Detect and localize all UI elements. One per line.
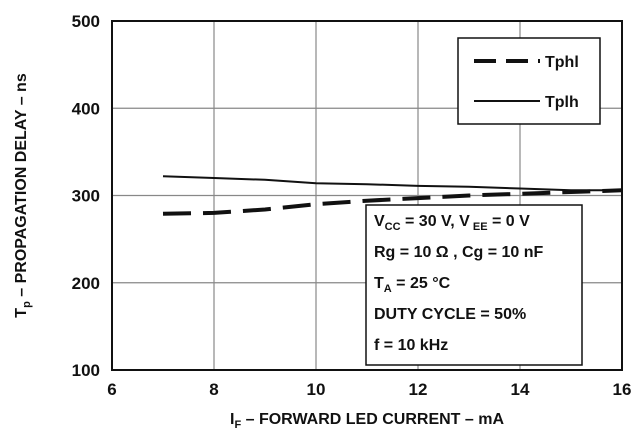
x-tick-label: 10 <box>307 380 326 399</box>
series-line-tphl <box>162 188 623 216</box>
condition-line: f = 10 kHz <box>374 337 448 354</box>
conditions-box-frame <box>365 204 583 366</box>
y-tick-label: 500 <box>72 12 100 31</box>
legend-label-tphl: Tphl <box>545 54 579 71</box>
x-tick-label: 12 <box>409 380 428 399</box>
y-tick-label: 200 <box>72 274 100 293</box>
legend-box <box>457 37 601 125</box>
y-tick-label: 400 <box>72 99 100 118</box>
condition-line: DUTY CYCLE = 50% <box>374 306 526 323</box>
y-axis-label: Tp – PROPAGATION DELAY – ns <box>13 73 33 318</box>
condition-line: TA = 25 °C <box>374 275 451 295</box>
x-tick-label: 8 <box>209 380 218 399</box>
x-axis-label-sub: F <box>234 419 241 431</box>
y-axis-label-rest: – PROPAGATION DELAY – ns <box>13 73 30 301</box>
series-line-tplh <box>162 175 622 192</box>
x-tick-label: 16 <box>613 380 632 399</box>
x-tick-label: 14 <box>511 380 530 399</box>
y-axis-label-sub: p <box>21 301 33 308</box>
y-axis-label-main: T <box>13 308 30 318</box>
legend: Tphl Tplh <box>457 37 601 125</box>
x-tick-label: 6 <box>107 380 116 399</box>
conditions-lines: VCC = 30 V, V EE = 0 V Rg = 10 Ω , Cg = 1… <box>374 213 544 354</box>
x-axis-label-rest: – FORWARD LED CURRENT – mA <box>241 411 504 428</box>
test-conditions-box: VCC = 30 V, V EE = 0 V Rg = 10 Ω , Cg = 1… <box>365 204 583 366</box>
plot-frame <box>111 20 623 371</box>
x-axis-label: IF – FORWARD LED CURRENT – mA <box>230 411 504 431</box>
x-axis-label-main: I <box>230 411 234 428</box>
condition-line: VCC = 30 V, V EE = 0 V <box>374 213 530 233</box>
data-series <box>162 175 623 216</box>
legend-label-tplh: Tplh <box>545 94 579 111</box>
y-tick-label: 100 <box>72 361 100 380</box>
condition-line: Rg = 10 Ω , Cg = 10 nF <box>374 244 544 261</box>
y-tick-label: 300 <box>72 187 100 206</box>
tick-labels: 6 8 10 12 14 16 100 200 300 400 500 <box>72 12 632 399</box>
